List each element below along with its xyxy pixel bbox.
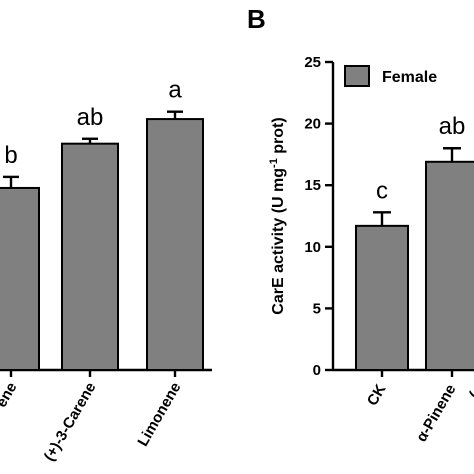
y-axis-label-superscript: -1 — [268, 158, 280, 168]
category-label-3: Limonene — [134, 380, 184, 450]
significance-letter-b-2: ab — [439, 113, 466, 140]
y-axis-label: CarE activity (U mg-1 prot) — [268, 117, 287, 314]
significance-letter-b-1: c — [376, 177, 388, 204]
y-axis-label-tail: prot) — [270, 117, 287, 158]
panel-label: B — [247, 4, 266, 34]
significance-letter-2: ab — [77, 104, 104, 131]
y-tick-label-10: 10 — [304, 239, 321, 256]
legend-swatch — [344, 65, 370, 87]
y-tick-label-0: 0 — [313, 362, 321, 379]
category-label-2: (+)-3-Carene — [41, 380, 100, 465]
y-tick-label-20: 20 — [304, 116, 321, 133]
panel-a: b ene ab (+)-3-Carene a Limonene — [0, 77, 212, 464]
legend-label: Female — [382, 69, 437, 86]
category-label-b-2: α-Pinene — [413, 382, 459, 445]
significance-letter-3: a — [168, 77, 182, 104]
bar-b-2 — [425, 160, 474, 371]
y-axis-label-main: CarE activity (U mg — [270, 168, 287, 315]
category-label-b-3: (+ — [466, 381, 474, 402]
bar-3 — [146, 118, 204, 371]
y-tick-label-5: 5 — [313, 300, 321, 317]
bar-1 — [0, 186, 40, 371]
category-label-b-1: CK — [364, 381, 390, 408]
bar-b-1 — [355, 224, 409, 371]
y-tick-label-25: 25 — [304, 54, 321, 71]
y-tick-label-15: 15 — [304, 177, 321, 194]
bar-2 — [61, 142, 119, 371]
panel-b: B 0 5 10 15 20 25 CarE activity (U mg-1 prot) CK… — [247, 4, 474, 445]
category-label-1: ene — [0, 380, 20, 411]
significance-letter-1: b — [4, 142, 17, 169]
